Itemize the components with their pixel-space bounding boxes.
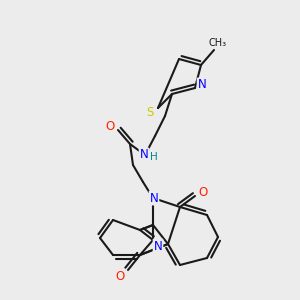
Text: S: S [146, 106, 154, 119]
Text: N: N [140, 148, 148, 161]
Text: O: O [198, 187, 208, 200]
Text: N: N [198, 79, 206, 92]
Text: N: N [154, 239, 162, 253]
Text: N: N [150, 191, 158, 205]
Text: CH₃: CH₃ [209, 38, 227, 48]
Text: O: O [105, 119, 115, 133]
Text: O: O [116, 269, 124, 283]
Text: H: H [150, 152, 158, 162]
